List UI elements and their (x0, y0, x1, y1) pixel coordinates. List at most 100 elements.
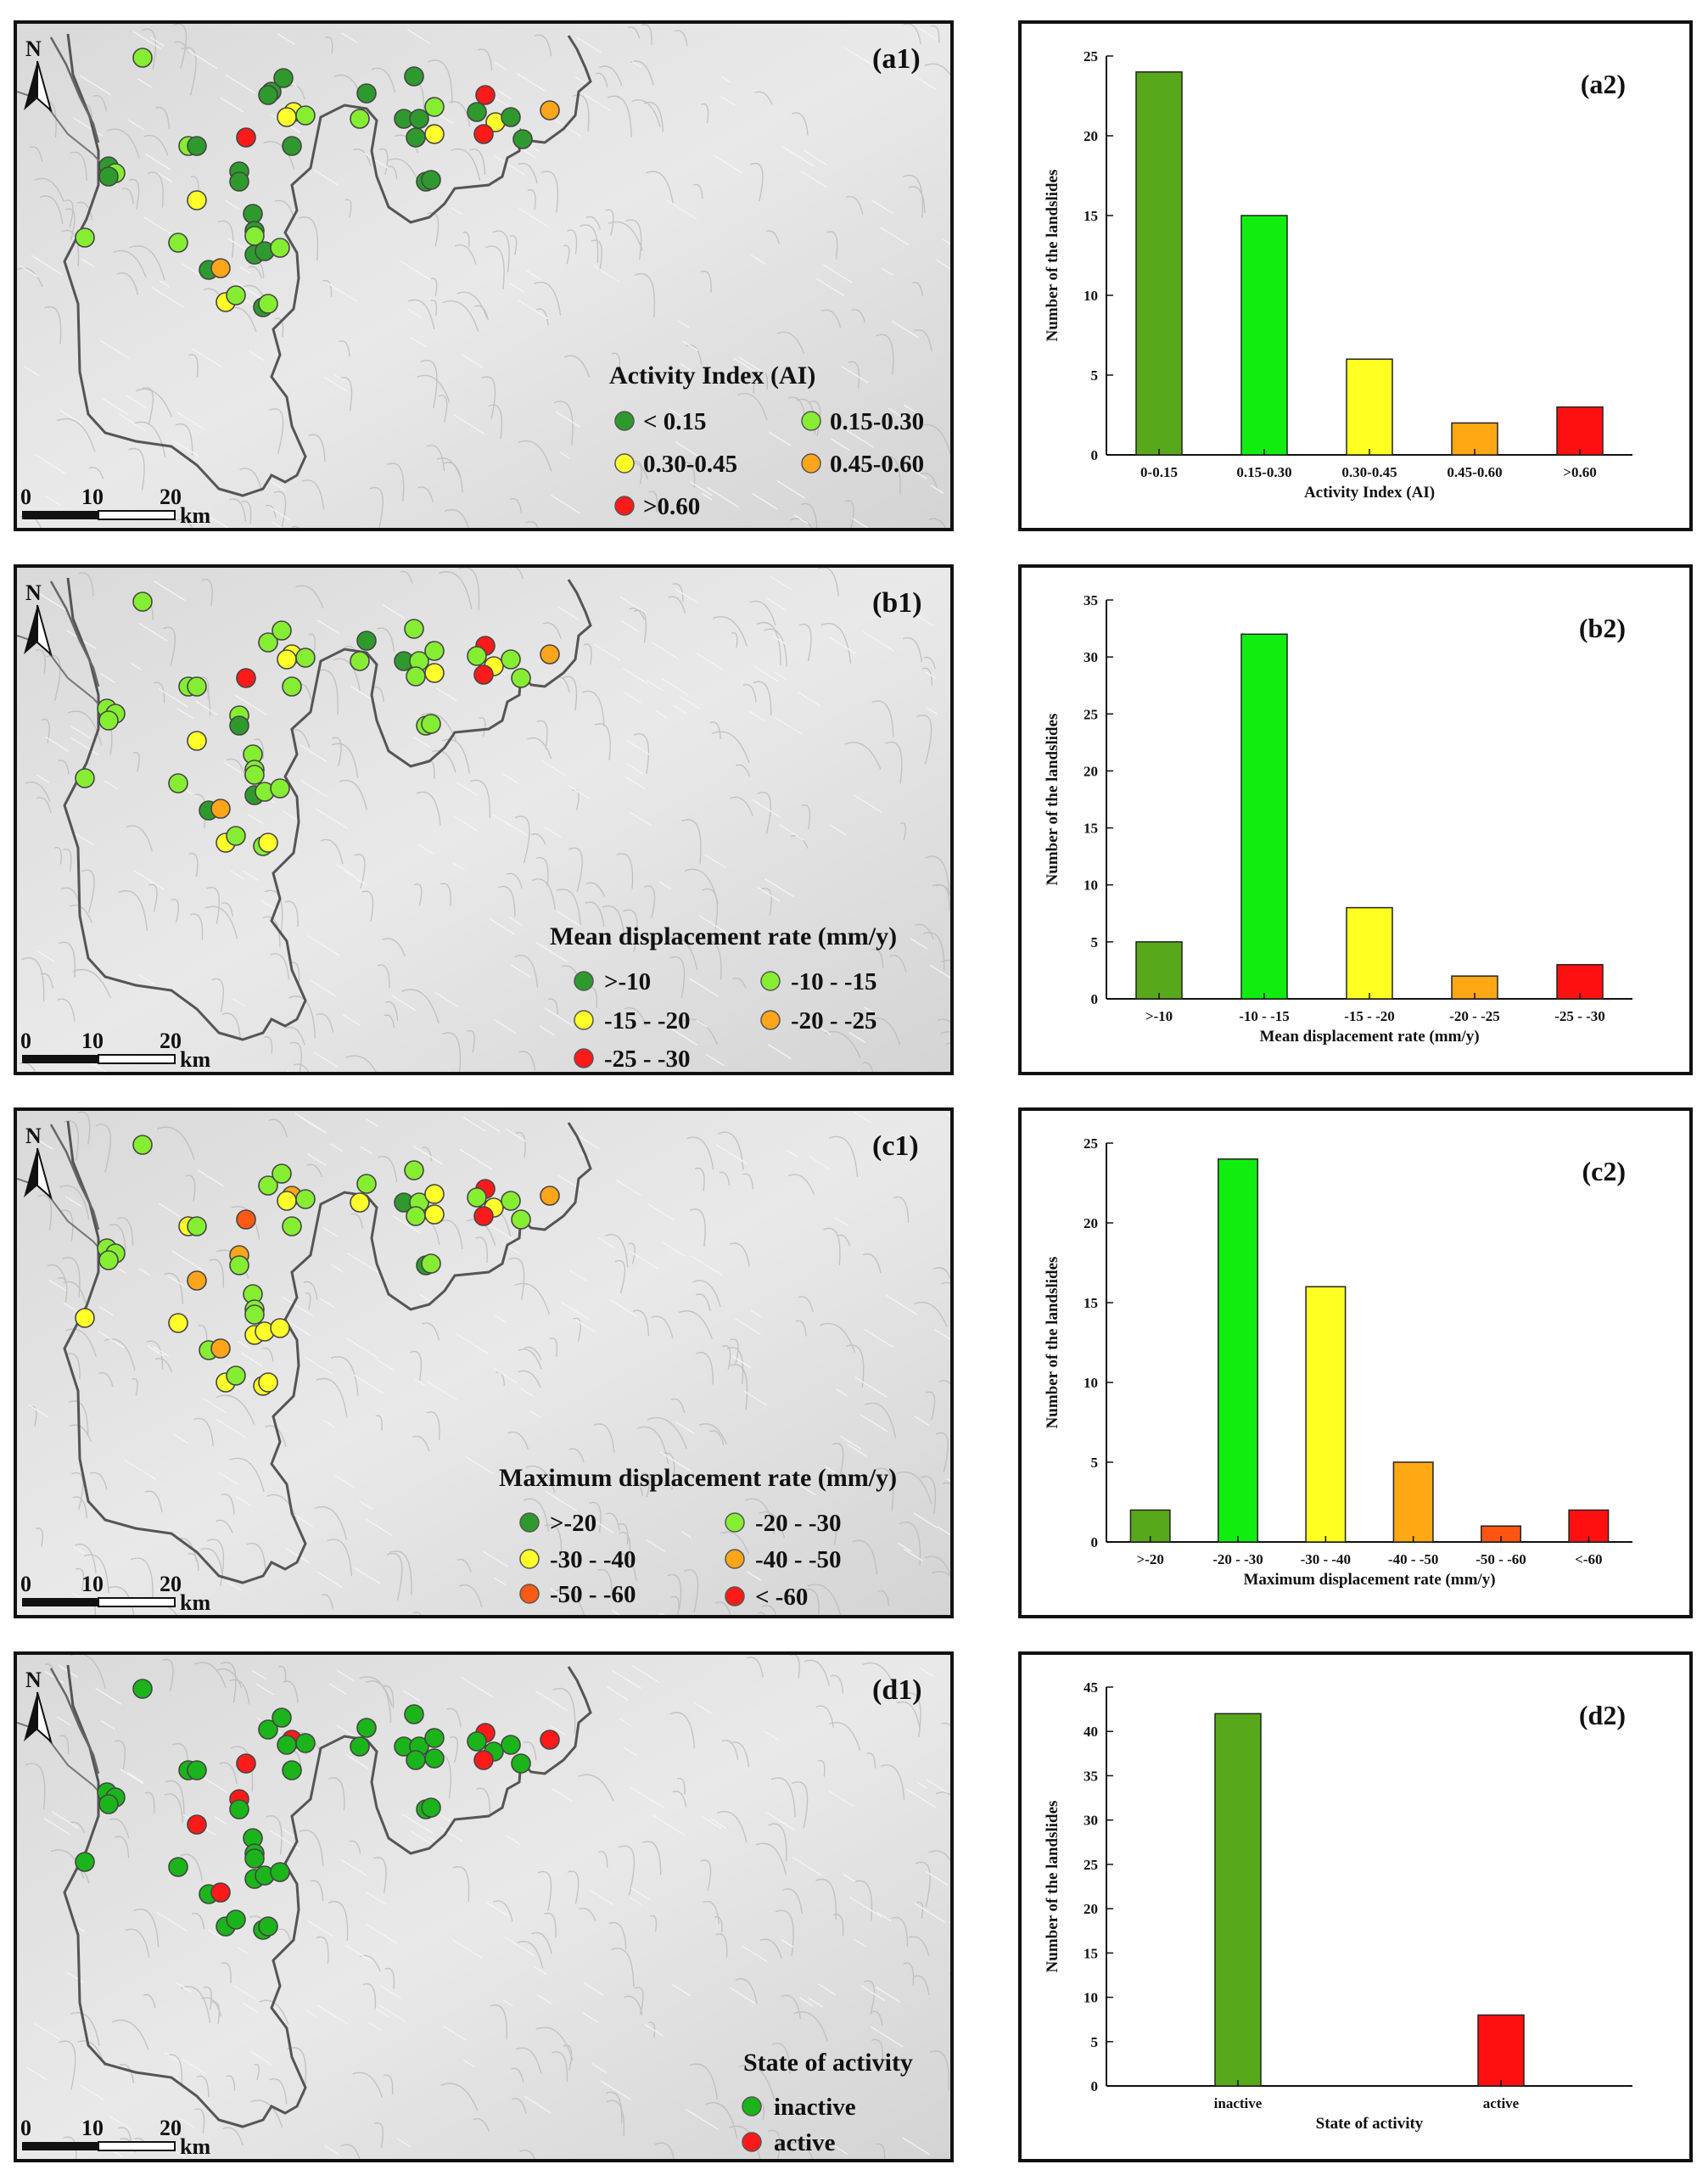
legend-item: -50 - -60 (519, 1581, 636, 1608)
x-tick-label: >-20 (1136, 1551, 1163, 1567)
landslide-point (421, 170, 441, 190)
map-panel-label: (a1) (872, 43, 921, 75)
landslide-point (404, 1160, 424, 1180)
x-tick-label: >0.60 (1563, 464, 1596, 480)
scale-tick: 10 (81, 1572, 104, 1596)
north-arrow-icon (24, 60, 53, 113)
scale-unit: km (180, 503, 210, 528)
legend-item: -20 - -30 (725, 1510, 841, 1537)
y-tick-label: 35 (1084, 1768, 1098, 1784)
x-tick-label: active (1483, 2095, 1520, 2111)
landslide-point (229, 715, 249, 736)
landslide-point (270, 1318, 290, 1338)
north-arrow-icon (24, 604, 53, 657)
chart-panel-label: (c2) (1582, 1156, 1626, 1186)
x-tick-label: 0-0.15 (1140, 464, 1178, 480)
landslide-point (210, 799, 231, 819)
landslide-point (168, 773, 188, 793)
north-label: N (25, 1668, 42, 1692)
legend-label: -25 - -30 (604, 1046, 690, 1072)
bar (1135, 71, 1183, 456)
landslide-point (273, 68, 294, 88)
river-line (49, 580, 100, 687)
landslide-point (424, 641, 445, 661)
y-tick-label: 15 (1084, 1945, 1098, 1961)
legend-label: active (774, 2129, 836, 2156)
scale-tick: 10 (81, 2116, 104, 2140)
y-tick-label: 35 (1084, 592, 1098, 608)
map-b1: (b1) Mean displacement rate (mm/y) >-10 … (17, 568, 950, 1072)
legend-item: -30 - -40 (519, 1546, 636, 1573)
x-tick-label: <-60 (1575, 1551, 1602, 1567)
landslide-point (511, 1753, 531, 1774)
landslide-point (168, 1313, 188, 1333)
scale-tick: 0 (20, 2116, 31, 2140)
landslide-point (473, 124, 494, 144)
landslide-point (421, 1253, 441, 1274)
chart-panel-d2: 0 5 10 15 20 25 30 35 40 45 inactive active State of… (1018, 1651, 1693, 2162)
bar (1346, 358, 1393, 456)
landslide-point (424, 1204, 445, 1225)
map-panel-a1: (a1) Activity Index (AI) < 0.15 0.15-0.3… (14, 20, 954, 531)
legend-item: < 0.15 (614, 408, 707, 435)
landslide-point (424, 663, 445, 683)
landslide-point (406, 666, 426, 687)
chart-panel-label: (b2) (1579, 613, 1626, 643)
north-label: N (25, 36, 42, 61)
chart-panel-label: (a2) (1581, 69, 1626, 99)
map-panel-label: (b1) (872, 587, 922, 619)
landslide-point (258, 85, 278, 105)
y-axis-label: Number of the landslides (1044, 1801, 1061, 1973)
landslide-point (75, 1852, 95, 1872)
landslide-point (270, 1862, 290, 1882)
landslide-point (406, 127, 426, 148)
landslide-point (540, 1186, 560, 1206)
scale-tick: 20 (160, 1029, 182, 1053)
region-boundary (63, 577, 592, 1041)
legend-item: 0.15-0.30 (801, 408, 924, 435)
y-tick-label: 5 (1091, 2034, 1099, 2050)
landslide-point (356, 631, 377, 651)
landslide-point (540, 100, 560, 121)
y-tick-label: 25 (1084, 1135, 1098, 1152)
landslide-point (226, 826, 246, 846)
y-tick-label: 10 (1084, 288, 1098, 304)
landslide-point (350, 109, 370, 129)
landslide-point (404, 66, 424, 87)
legend-item: -15 - -20 (574, 1007, 690, 1034)
bar (1556, 406, 1604, 456)
landslide-point (229, 1255, 249, 1276)
river-line (49, 1668, 100, 1775)
x-tick-label: -50 - -60 (1476, 1551, 1526, 1567)
landslide-point (424, 97, 445, 117)
legend-item: >0.60 (614, 493, 700, 520)
legend-label: -10 - -15 (791, 968, 876, 995)
y-tick-label: 10 (1084, 1990, 1098, 2006)
landslide-point (229, 171, 249, 192)
x-tick-label: 0.45-0.60 (1447, 464, 1502, 480)
scale-bar (22, 1597, 176, 1607)
landslide-point (168, 233, 188, 253)
y-tick-label: 5 (1091, 367, 1099, 384)
chart-panel-c2: 0 5 10 15 20 25 >-20 -20 - -30 -30 - -40 -40 - -5… (1018, 1107, 1693, 1618)
landslide-point (98, 1794, 119, 1814)
y-tick-label: 15 (1084, 208, 1098, 224)
landslide-point (282, 1760, 302, 1780)
landslide-point (356, 83, 377, 104)
landslide-point (277, 1191, 297, 1211)
x-axis-label: Maximum displacement rate (mm/y) (1243, 1571, 1495, 1589)
scale-tick: 20 (160, 485, 182, 509)
bar-chart-c2: 0 5 10 15 20 25 >-20 -20 - -30 -30 - -40 -40 - -5… (1044, 1135, 1632, 1589)
scale-tick: 10 (81, 485, 104, 509)
landslide-point (132, 1135, 153, 1155)
y-tick-label: 25 (1084, 706, 1098, 722)
landslide-point (467, 646, 487, 666)
landslide-point (277, 107, 297, 127)
legend-label: inactive (774, 2094, 856, 2121)
landslide-point (258, 1719, 278, 1740)
map-panel-c1: (c1) Maximum displacement rate (mm/y) >-… (14, 1107, 954, 1618)
bar (1135, 941, 1183, 1000)
y-tick-label: 45 (1084, 1679, 1098, 1696)
y-tick-label: 20 (1084, 763, 1098, 779)
y-tick-label: 15 (1084, 1295, 1098, 1311)
